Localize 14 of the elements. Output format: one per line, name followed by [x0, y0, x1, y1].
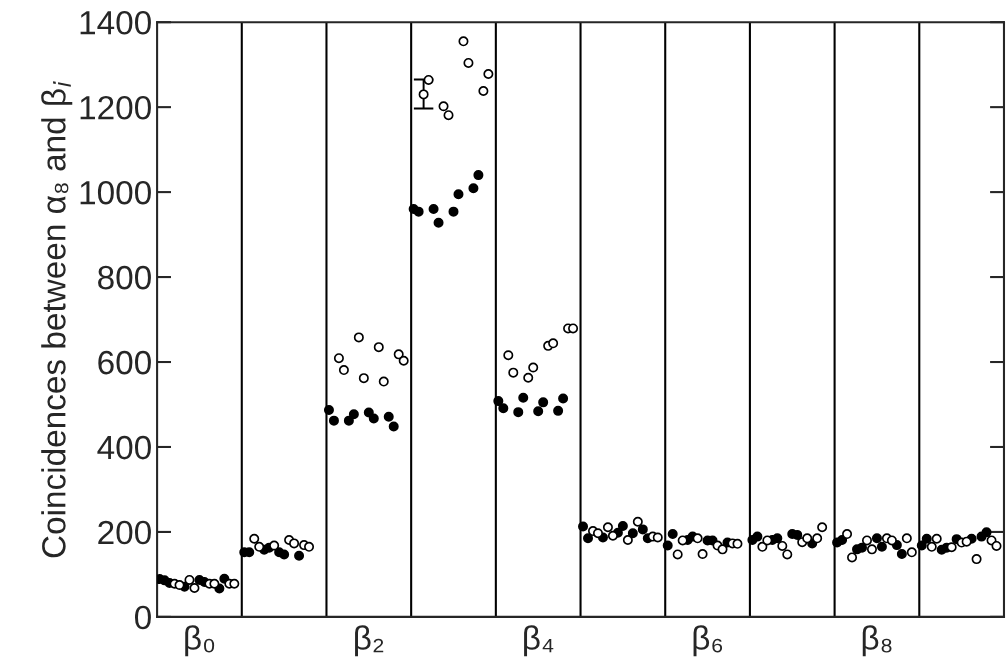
x-tick-label: β₄	[524, 625, 554, 657]
y-tick-label: 800	[98, 265, 151, 290]
y-tick-label: 400	[97, 435, 151, 460]
y-tick-label: 600	[98, 350, 151, 375]
y-tick-label: 200	[98, 520, 151, 545]
x-tick-label: β₂	[355, 625, 384, 657]
y-tick-label: 1000	[80, 180, 151, 205]
y-tick-label: 1400	[80, 10, 151, 35]
x-tick-label: β₈	[862, 625, 892, 657]
y-tick-label: 1200	[80, 95, 151, 120]
x-tick-label: β₀	[185, 625, 215, 657]
y-axis-title: Coincidences between α₈ and β$_{i}$	[41, 81, 73, 558]
y-tick-label: 0	[135, 605, 151, 630]
x-tick-label: β₆	[693, 625, 723, 657]
